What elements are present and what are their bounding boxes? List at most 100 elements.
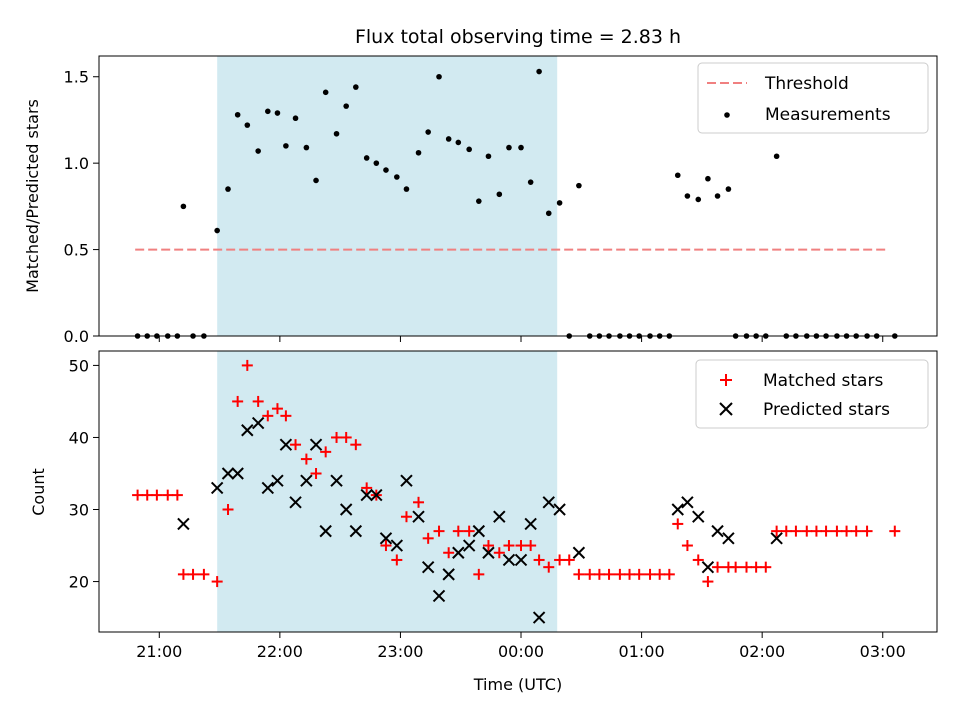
matched-star-point <box>400 511 412 523</box>
bottom-y-tick-label: 40 <box>69 428 89 447</box>
predicted-star-point <box>472 524 486 538</box>
measurement-point <box>714 193 721 199</box>
chart-title: Flux total observing time = 2.83 h <box>355 26 681 48</box>
measurement-point <box>518 144 524 151</box>
matched-star-point <box>252 395 264 407</box>
x-tick-label: 03:00 <box>860 642 906 661</box>
matched-star-point <box>702 576 714 588</box>
measurement-point <box>225 186 231 192</box>
matched-star-point <box>820 525 832 537</box>
measurement-point <box>255 148 261 154</box>
measurement-point <box>773 153 780 160</box>
matched-star-point <box>603 568 615 580</box>
predicted-star-point <box>701 560 715 574</box>
measurement-point <box>313 177 319 184</box>
matched-star-point <box>810 525 822 537</box>
measurement-point <box>303 144 310 151</box>
top-y-tick-label: 1.0 <box>64 154 89 173</box>
matched-star-point <box>654 568 666 580</box>
top-legend-box <box>697 62 929 134</box>
matched-star-point <box>280 410 292 422</box>
matched-star-point <box>241 359 253 371</box>
top-y-axis-label: Matched/Predicted stars <box>23 99 42 293</box>
measurement-point <box>556 200 563 206</box>
matched-star-point <box>340 431 352 443</box>
legend-measurements-swatch <box>724 112 730 118</box>
legend-matched-label: Matched stars <box>763 371 883 391</box>
measurement-point <box>466 146 472 153</box>
predicted-star-point <box>442 568 455 581</box>
matched-star-point <box>300 453 312 465</box>
matched-star-point <box>290 439 302 451</box>
matched-star-point <box>380 540 392 552</box>
matched-star-point <box>493 547 505 559</box>
measurement-point <box>684 193 691 199</box>
matched-star-point <box>663 568 675 580</box>
matched-star-point <box>177 568 189 580</box>
measurement-point <box>180 203 187 210</box>
top-y-tick-label: 0.5 <box>64 241 89 260</box>
measurement-point <box>383 167 389 173</box>
predicted-star-point <box>524 517 537 531</box>
predicted-star-point <box>261 481 275 495</box>
predicted-star-point <box>432 589 446 603</box>
measurement-point <box>536 68 542 75</box>
matched-star-point <box>413 496 425 508</box>
matched-star-point <box>310 467 322 479</box>
measurement-point <box>214 227 220 234</box>
predicted-star-point <box>379 532 393 545</box>
matched-star-point <box>198 568 210 580</box>
measurement-point <box>333 130 340 137</box>
measurement-point <box>373 160 380 166</box>
bottom-y-tick-label: 50 <box>69 356 89 375</box>
bottom-legend-box <box>695 359 929 429</box>
matched-star-point <box>452 525 464 537</box>
matched-star-point <box>633 568 645 580</box>
bottom-axes-frame <box>98 350 938 633</box>
predicted-star-point <box>370 488 383 502</box>
matched-star-point <box>151 489 163 501</box>
x-tick-label: 22:00 <box>257 642 303 661</box>
predicted-star-point <box>279 438 293 451</box>
matched-star-point <box>350 439 362 451</box>
matched-star-point <box>543 561 555 573</box>
measurement-point <box>496 191 503 198</box>
predicted-star-point <box>502 553 516 567</box>
measurement-point <box>403 186 410 192</box>
predicted-star-point <box>452 546 465 559</box>
measurement-point <box>394 174 400 180</box>
matched-star-point <box>222 504 234 516</box>
predicted-star-point <box>177 517 190 531</box>
bottom-y-tick-label: 20 <box>69 573 89 592</box>
predicted-star-point <box>493 510 506 523</box>
x-tick-label: 01:00 <box>619 642 665 661</box>
measurement-points <box>134 68 898 339</box>
measurement-point <box>363 155 370 161</box>
matched-star-point <box>331 431 343 443</box>
measurement-point <box>292 115 299 122</box>
matched-star-point <box>593 568 605 580</box>
predicted-star-point <box>330 474 343 487</box>
matched-star-point <box>644 568 656 580</box>
predicted-star-point <box>400 474 413 487</box>
measurement-point <box>476 198 482 204</box>
predicted-star-point <box>360 488 373 502</box>
predicted-star-point <box>671 503 684 516</box>
matched-star-point <box>361 482 373 494</box>
predicted-star-point <box>711 524 724 538</box>
legend-predicted-label: Predicted stars <box>763 400 890 420</box>
matched-star-point <box>681 540 693 552</box>
predicted-star-point <box>390 539 404 552</box>
bottom-ticks: 20 30 40 50 21:00 22:00 23:00 00:00 01:00 02:00 03… <box>69 356 906 661</box>
matched-star-point <box>750 561 762 573</box>
measurement-point <box>705 175 711 182</box>
matched-star-point <box>730 561 742 573</box>
measurement-point <box>455 139 462 146</box>
legend-matched-swatch <box>720 374 732 386</box>
matched-star-point <box>624 568 636 580</box>
matched-star-point <box>422 532 434 544</box>
predicted-star-point <box>271 474 284 487</box>
measurement-point <box>244 122 251 128</box>
matched-star-point <box>515 540 527 552</box>
